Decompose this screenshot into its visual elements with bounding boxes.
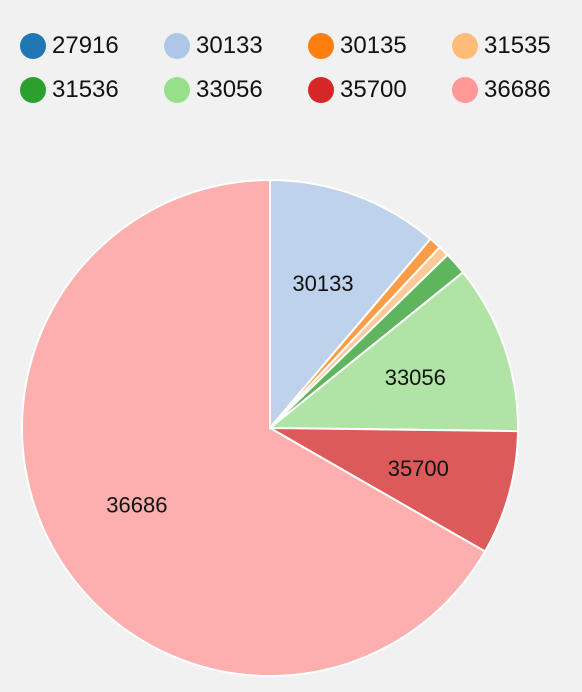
legend-swatch-31535: [452, 33, 478, 59]
slice-label-36686: 36686: [106, 493, 167, 518]
slice-label-30133: 30133: [292, 271, 353, 296]
legend: 27916 30133 30135 31535 31536 33056 35700 36686: [20, 24, 580, 112]
legend-row: 31536 33056 35700 36686: [20, 68, 580, 112]
legend-label-30135: 30135: [340, 32, 407, 59]
legend-swatch-33056: [164, 77, 190, 103]
pie-slice-36686[interactable]: [20, 178, 487, 677]
legend-swatch-30135: [308, 33, 334, 59]
legend-swatch-31536: [20, 77, 46, 103]
legend-label-31536: 31536: [52, 76, 119, 103]
slice-label-35700: 35700: [388, 456, 449, 481]
legend-label-36686: 36686: [484, 76, 551, 103]
legend-item-36686[interactable]: 36686: [452, 77, 582, 103]
legend-item-30133[interactable]: 30133: [164, 33, 308, 59]
legend-swatch-36686: [452, 77, 478, 103]
legend-label-27916: 27916: [52, 32, 119, 59]
slice-label-33056: 33056: [385, 365, 446, 390]
legend-item-31535[interactable]: 31535: [452, 33, 582, 59]
pie-slice-35700[interactable]: [266, 426, 519, 553]
legend-swatch-27916: [20, 33, 46, 59]
legend-label-31535: 31535: [484, 32, 551, 59]
legend-swatch-35700: [308, 77, 334, 103]
legend-item-30135[interactable]: 30135: [308, 33, 452, 59]
legend-swatch-30133: [164, 33, 190, 59]
legend-label-30133: 30133: [196, 32, 263, 59]
legend-item-33056[interactable]: 33056: [164, 77, 308, 103]
legend-row: 27916 30133 30135 31535: [20, 24, 580, 68]
pie-slice-33056[interactable]: [267, 270, 519, 433]
pie-slice-30133[interactable]: [269, 178, 432, 431]
legend-item-27916[interactable]: 27916: [20, 33, 164, 59]
legend-item-31536[interactable]: 31536: [20, 77, 164, 103]
legend-label-33056: 33056: [196, 76, 263, 103]
legend-label-35700: 35700: [340, 76, 407, 103]
legend-item-35700[interactable]: 35700: [308, 77, 452, 103]
